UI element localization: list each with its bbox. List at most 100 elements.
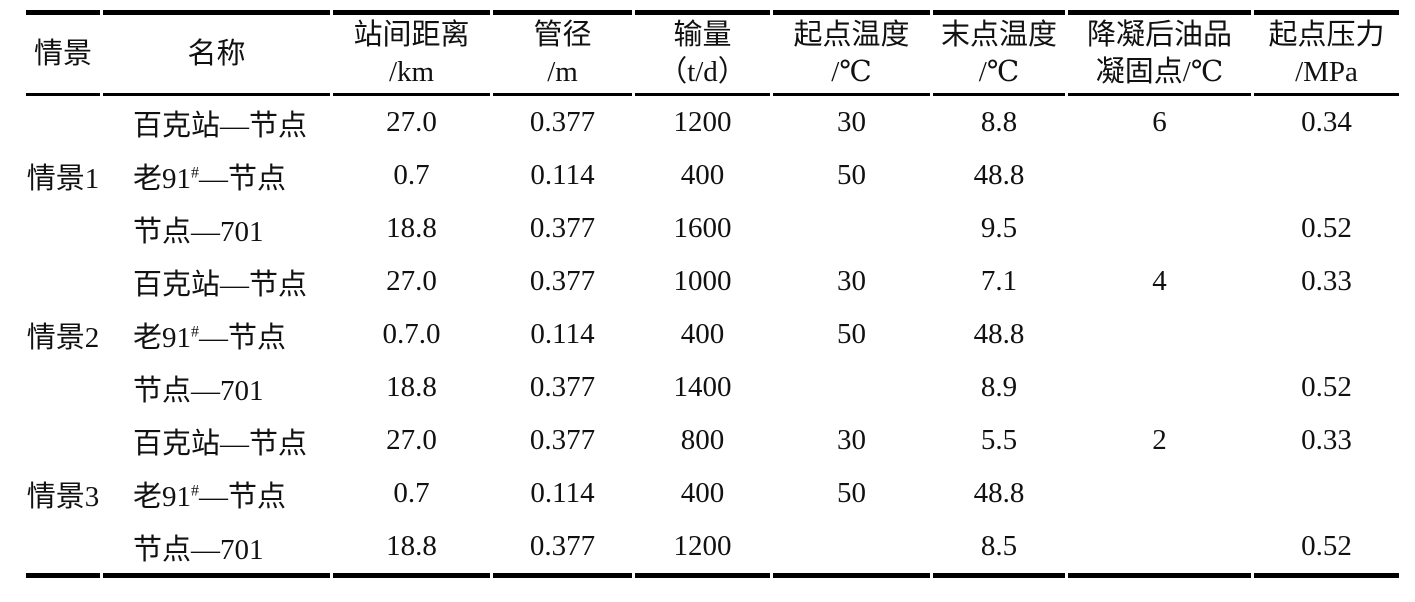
route-name-cell: 节点—701 — [133, 215, 264, 248]
cell-throughput-td: 1000 — [673, 265, 732, 297]
cell-start-pressure: 0.34 — [1301, 106, 1352, 138]
cell-throughput-td: 1200 — [673, 106, 732, 138]
header-line2: （t/d） — [658, 56, 747, 88]
cell-distance-km: 0.7 — [393, 159, 430, 191]
table-header: 情景 名称 站间距离 /km 管径 /m 输量 （t/d） 起点温度 /℃ — [26, 10, 1399, 96]
cell-start-pressure: 0.52 — [1301, 371, 1352, 403]
cell-start-pressure — [1254, 149, 1399, 202]
cell-start-pressure: 0.33 — [1301, 265, 1352, 297]
route-name-cell: 老91#—节点 — [133, 321, 286, 354]
cell-throughput-td: 400 — [680, 318, 725, 350]
header-row: 情景 名称 站间距离 /km 管径 /m 输量 （t/d） 起点温度 /℃ — [26, 10, 1399, 96]
cell-end-temp: 8.9 — [980, 371, 1018, 403]
header-cell-scenario: 情景 — [26, 10, 100, 96]
cell-distance-km: 0.7 — [393, 477, 430, 509]
cell-end-temp: 48.8 — [973, 477, 1025, 509]
cell-start-temp: 50 — [837, 477, 866, 509]
cell-diameter-m: 0.114 — [530, 159, 595, 191]
cell-diameter-m: 0.377 — [529, 212, 596, 244]
header-cell-distance: 站间距离 /km — [333, 10, 490, 96]
cell-start-temp: 30 — [837, 106, 866, 138]
header-line2: /℃ — [831, 56, 872, 88]
cell-pour-point: 2 — [1152, 424, 1167, 456]
cell-start-temp: 30 — [837, 424, 866, 456]
cell-start-temp — [773, 520, 930, 578]
cell-pour-point — [1068, 308, 1251, 361]
table-row: 情景1 百克站—节点 27.0 0.377 1200 30 8.8 6 0.34 — [26, 96, 1399, 195]
cell-pour-point: 4 — [1152, 265, 1167, 297]
cell-end-temp: 8.8 — [980, 106, 1018, 138]
cell-diameter-m: 0.377 — [493, 520, 632, 578]
header-line1: 降凝后油品 — [1086, 19, 1232, 51]
header-line1: 管径 — [533, 19, 592, 51]
scenario-table: 情景 名称 站间距离 /km 管径 /m 输量 （t/d） 起点温度 /℃ — [23, 10, 1402, 578]
cell-pour-point — [1068, 467, 1251, 520]
cell-throughput-td: 1200 — [635, 520, 770, 578]
table-row: 老91#—节点 0.7 0.114 400 50 48.8 — [26, 467, 1399, 520]
cell-start-temp — [773, 361, 930, 414]
header-line1: 末点温度 — [940, 19, 1057, 51]
cell-end-temp: 9.5 — [980, 212, 1018, 244]
cell-pour-point — [1068, 520, 1251, 578]
route-name-cell: 老91#—节点 — [133, 480, 286, 513]
header-cell-end-temp: 末点温度 /℃ — [933, 10, 1065, 96]
table-row: 情景3 百克站—节点 27.0 0.377 800 30 5.5 2 0.33 — [26, 414, 1399, 578]
header-line2: /km — [388, 56, 435, 88]
scenario-cell: 情景2 — [26, 321, 100, 354]
cell-start-pressure: 0.52 — [1301, 212, 1352, 244]
table-row: 情景2 百克站—节点 27.0 0.377 1000 30 7.1 4 0.33 — [26, 255, 1399, 354]
cell-diameter-m: 0.377 — [529, 106, 596, 138]
route-name-cell: 节点—701 — [103, 520, 330, 578]
route-name-cell: 百克站—节点 — [133, 109, 308, 142]
cell-end-temp: 48.8 — [973, 318, 1025, 350]
route-name-cell: 百克站—节点 — [133, 427, 308, 460]
route-name-cell: 百克站—节点 — [133, 268, 308, 301]
cell-start-pressure: 0.52 — [1254, 520, 1399, 578]
table-body: 情景1 百克站—节点 27.0 0.377 1200 30 8.8 6 0.34 老91#—节点 0… — [26, 96, 1399, 578]
table-row: 节点—701 18.8 0.377 1600 9.5 0.52 — [26, 202, 1399, 255]
cell-start-pressure — [1254, 467, 1399, 520]
table-row: 节点—701 18.8 0.377 1200 8.5 0.52 — [26, 520, 1399, 578]
cell-end-temp: 7.1 — [980, 265, 1018, 297]
cell-distance-km: 0.7.0 — [382, 318, 441, 350]
scenario-cell: 情景1 — [26, 162, 100, 195]
table-row: 节点—701 18.8 0.377 1400 8.9 0.52 — [26, 361, 1399, 414]
cell-start-temp: 50 — [837, 159, 866, 191]
cell-distance-km: 27.0 — [386, 265, 437, 297]
cell-pour-point: 6 — [1152, 106, 1167, 138]
cell-start-pressure — [1254, 308, 1399, 361]
header-cell-diameter: 管径 /m — [493, 10, 632, 96]
header-cell-start-pressure: 起点压力 /MPa — [1254, 10, 1399, 96]
header-cell-throughput: 输量 （t/d） — [635, 10, 770, 96]
cell-end-temp: 5.5 — [980, 424, 1018, 456]
cell-diameter-m: 0.377 — [529, 265, 596, 297]
cell-diameter-m: 0.114 — [530, 477, 595, 509]
header-cell-pour-point: 降凝后油品 凝固点/℃ — [1068, 10, 1251, 96]
cell-throughput-td: 1600 — [673, 212, 732, 244]
cell-diameter-m: 0.114 — [530, 318, 595, 350]
cell-throughput-td: 400 — [680, 477, 725, 509]
cell-start-temp: 30 — [837, 265, 866, 297]
superscript-hash: # — [191, 163, 199, 181]
header-cell-start-temp: 起点温度 /℃ — [773, 10, 930, 96]
cell-end-temp: 8.5 — [933, 520, 1065, 578]
cell-distance-km: 27.0 — [386, 106, 437, 138]
cell-pour-point — [1068, 361, 1251, 414]
header-cell-name: 名称 — [103, 10, 330, 96]
route-name-cell: 节点—701 — [133, 374, 264, 407]
cell-end-temp: 48.8 — [973, 159, 1025, 191]
cell-throughput-td: 1400 — [673, 371, 732, 403]
cell-throughput-td: 400 — [680, 159, 725, 191]
cell-throughput-td: 800 — [680, 424, 725, 456]
cell-distance-km: 27.0 — [386, 424, 437, 456]
cell-distance-km: 18.8 — [386, 212, 437, 244]
route-name-cell: 老91#—节点 — [133, 162, 286, 195]
header-line2: /m — [547, 56, 578, 88]
superscript-hash: # — [191, 322, 199, 340]
header-line1: 站间距离 — [353, 19, 470, 51]
header-line2: 凝固点/℃ — [1095, 56, 1224, 88]
cell-distance-km: 18.8 — [386, 371, 437, 403]
cell-start-temp — [773, 202, 930, 255]
superscript-hash: # — [191, 481, 199, 499]
cell-diameter-m: 0.377 — [529, 424, 596, 456]
